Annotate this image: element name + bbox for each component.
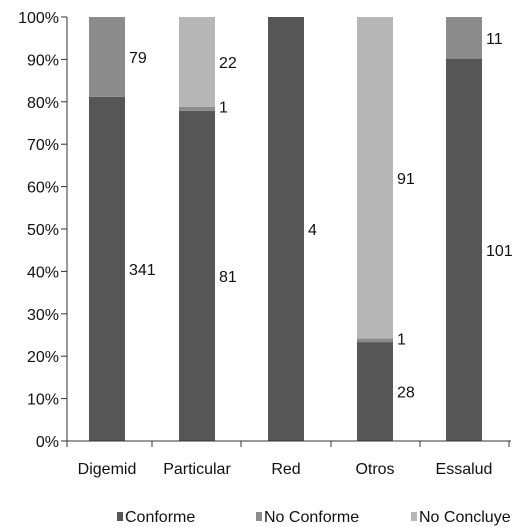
legend-label-no-concluye: No Concluye	[419, 509, 511, 526]
y-tick-label: 0%	[36, 434, 59, 451]
data-label-otros-no-conforme: 1	[397, 332, 406, 349]
bar-otros-no-conforme	[357, 338, 393, 343]
bar-digemid-conforme	[89, 96, 125, 441]
legend-label-conforme: Conforme	[125, 509, 195, 526]
category-label-particular: Particular	[163, 461, 231, 478]
bar-digemid-no-conforme	[89, 17, 125, 97]
legend-swatch-no-concluye	[411, 512, 417, 521]
y-tick-label: 60%	[27, 180, 59, 197]
data-label-red-conforme: 4	[308, 222, 317, 239]
category-label-digemid: Digemid	[78, 461, 137, 478]
bar-particular-conforme	[179, 110, 215, 442]
data-label-particular-no-concluye: 22	[219, 55, 237, 72]
data-label-digemid-no-conforme: 79	[129, 50, 147, 67]
category-label-otros: Otros	[355, 461, 394, 478]
bar-essalud-no-conforme	[446, 17, 482, 59]
y-tick-label: 40%	[27, 264, 59, 281]
legend: Conforme No Conforme No Concluye	[117, 509, 511, 526]
category-labels-group: Digemid Particular Red Otros Essalud	[78, 461, 493, 478]
data-label-otros-no-concluye: 91	[397, 171, 415, 188]
legend-swatch-no-conforme	[256, 512, 262, 521]
y-tick-label: 80%	[27, 95, 59, 112]
category-label-red: Red	[271, 461, 300, 478]
y-tick-label: 70%	[27, 137, 59, 154]
data-label-particular-no-conforme: 1	[219, 100, 228, 117]
y-ticks-group: 0% 10% 20% 30% 40% 50% 60% 70% 80% 90% 100%	[18, 10, 67, 451]
y-tick-label: 10%	[27, 392, 59, 409]
y-tick-label: 100%	[18, 10, 59, 27]
bar-otros-conforme	[357, 342, 393, 441]
data-label-essalud-no-conforme: 11	[486, 31, 503, 48]
bar-red-conforme	[268, 17, 304, 441]
data-label-particular-conforme: 81	[219, 269, 237, 286]
category-label-essalud: Essalud	[436, 461, 493, 478]
bar-particular-no-concluye	[179, 17, 215, 107]
bar-otros-no-concluye	[357, 17, 393, 339]
y-tick-label: 30%	[27, 307, 59, 324]
bar-essalud-conforme	[446, 58, 482, 441]
bar-particular-no-conforme	[179, 106, 215, 111]
y-tick-label: 50%	[27, 222, 59, 239]
legend-label-no-conforme: No Conforme	[264, 509, 359, 526]
data-label-digemid-conforme: 341	[129, 262, 156, 279]
y-tick-label: 90%	[27, 52, 59, 69]
data-label-otros-conforme: 28	[397, 385, 415, 402]
bars-group	[89, 17, 482, 442]
y-tick-label: 20%	[27, 349, 59, 366]
legend-swatch-conforme	[117, 512, 123, 521]
data-label-essalud-conforme: 101	[486, 243, 513, 260]
